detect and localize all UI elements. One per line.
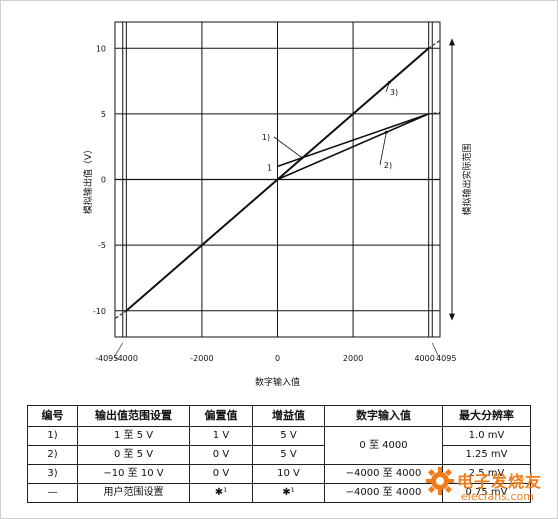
- callout-series-2-leader: [379, 132, 387, 166]
- callout-series-1-leader: [273, 136, 303, 159]
- col-header-range: 输出值范围设置: [77, 405, 190, 427]
- callout-series-1-arrow-tip: [300, 156, 304, 160]
- x-extra-tick-leader: [114, 342, 124, 357]
- y-tick-label: 0: [101, 176, 106, 185]
- y-tick-label: 5: [101, 110, 106, 119]
- y-tick-label: -10: [93, 307, 106, 316]
- x-axis-title: 数字输入值: [255, 376, 300, 388]
- callout-series-2-label: 2): [384, 161, 392, 170]
- cell-offset: 0 V: [189, 445, 253, 465]
- callout-series-3-arrow-tip: [387, 80, 391, 84]
- cell-gain: 10 V: [252, 464, 325, 484]
- table-row: 1) 1 至 5 V 1 V 5 V 0 至 4000 1.0 mV: [27, 426, 531, 465]
- x-tick-label: 0: [275, 354, 280, 363]
- watermark-text: 电子发烧友: [457, 472, 543, 491]
- col-header-resolution: 最大分辨率: [442, 405, 531, 427]
- cell-offset: 1 V: [189, 426, 253, 446]
- cell-resolution: 1.0 mV: [442, 426, 531, 446]
- col-header-number: 编号: [27, 405, 78, 427]
- y-axis-title: 模拟输出值（V）: [82, 145, 94, 214]
- table-header-row: 编号 输出值范围设置 偏置值 增益值 数字输入值 最大分辨率: [27, 405, 531, 427]
- cell-number: 1): [27, 426, 78, 446]
- cell-offset: 0 V: [189, 464, 253, 484]
- watermark: 电子发烧友 elecfans.com: [425, 466, 553, 512]
- offset-point-label: 1: [267, 163, 272, 172]
- callout-series-3-label: 3): [390, 88, 398, 97]
- cell-resolution: 1.25 mV: [442, 445, 531, 465]
- series-12-extension: [428, 112, 441, 115]
- cell-gain: ✱¹: [252, 483, 325, 503]
- right-axis-label: 模拟输出实际范围: [461, 143, 473, 215]
- series-3-extension-top: [428, 39, 441, 49]
- cell-resolution: 0.75 mV: [442, 483, 531, 503]
- x-extra-tick-label: 4095: [436, 354, 456, 363]
- table-row: 3) −10 至 10 V 0 V 10 V −4000 至 4000 2.5 …: [27, 464, 531, 484]
- callout-series-3-leader: [385, 82, 390, 93]
- col-header-offset: 偏置值: [189, 405, 253, 427]
- cell-number: 2): [27, 445, 78, 465]
- series-line-3: [125, 47, 430, 312]
- callout-series-1-label: 1): [262, 133, 270, 142]
- cell-range: 0 至 5 V: [77, 445, 190, 465]
- x-tick-label: 2000: [343, 354, 363, 363]
- cell-range: −10 至 10 V: [77, 464, 190, 484]
- cell-gain: 5 V: [252, 445, 325, 465]
- output-characteristic-chart: 10 5 0 -5 -10 -4000 -2000 0 2000 4000 -4095 4095 数字…: [82, 21, 473, 388]
- range-arrow-head-bottom: [449, 313, 455, 321]
- cell-offset: ✱¹: [189, 483, 253, 503]
- cell-gain: 5 V: [252, 426, 325, 446]
- callout-series-2-arrow-tip: [384, 130, 388, 134]
- cell-digital-input: 0 至 4000: [324, 426, 443, 465]
- series-3-extension-bottom: [114, 310, 127, 320]
- gear-logo-icon: [426, 467, 454, 495]
- table-row: — 用户范围设置 ✱¹ ✱¹ −4000 至 4000 0.75 mV: [27, 483, 531, 503]
- cell-range: 1 至 5 V: [77, 426, 190, 446]
- table-row: 2) 0 至 5 V 0 V 5 V 1.25 mV: [27, 445, 531, 465]
- x-extra-tick-label: -4095: [95, 354, 118, 363]
- spec-table: 编号 输出值范围设置 偏置值 增益值 数字输入值 最大分辨率 1) 1 至 5 …: [27, 405, 531, 503]
- y-tick-label: -5: [98, 241, 106, 250]
- x-tick-label: -2000: [190, 354, 213, 363]
- range-arrow-head-top: [449, 38, 455, 46]
- cell-range: 用户范围设置: [77, 483, 190, 503]
- cell-number: 3): [27, 464, 78, 484]
- series-line-2: [277, 113, 429, 181]
- col-header-digital-input: 数字输入值: [324, 405, 443, 427]
- watermark-url: elecfans.com: [461, 490, 534, 503]
- cell-number: —: [27, 483, 78, 503]
- x-tick-label: 4000: [414, 354, 434, 363]
- col-header-gain: 增益值: [252, 405, 325, 427]
- x-tick-label: -4000: [115, 354, 138, 363]
- x-extra-tick-leader: [431, 342, 439, 357]
- y-tick-label: 10: [96, 44, 106, 53]
